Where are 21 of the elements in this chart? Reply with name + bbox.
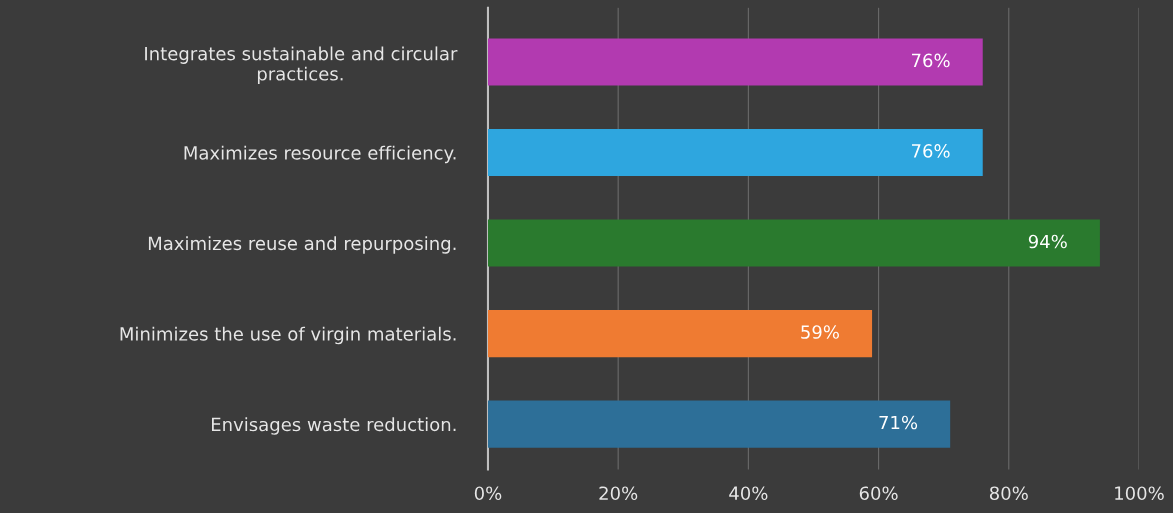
bar	[487, 310, 873, 358]
bar	[487, 38, 983, 86]
x-tick-label: 80%	[989, 486, 1028, 501]
data-label: 76%	[912, 144, 950, 158]
x-tick-label: 20%	[599, 486, 638, 501]
x-tick-label: 0%	[474, 486, 502, 501]
bar	[487, 219, 1100, 267]
x-tick-label: 100%	[1115, 486, 1164, 501]
data-label: 76%	[912, 53, 950, 68]
bar	[487, 400, 951, 448]
y-tick-label: Maximizes resource efficiency.	[184, 145, 456, 164]
data-label: 94%	[1028, 234, 1067, 249]
y-tick-label: Integrates sustainable and circular practices.	[145, 46, 458, 85]
y-tick-label: Minimizes the use of virgin materials.	[120, 326, 456, 345]
y-tick-label: Maximizes reuse and repurposing.	[148, 236, 456, 254]
data-label: 59%	[801, 325, 839, 339]
data-label: 71%	[879, 415, 918, 430]
x-tick-label: 60%	[859, 486, 898, 501]
x-tick-label: 40%	[729, 486, 768, 501]
y-tick-label: Envisages waste reduction.	[212, 417, 456, 435]
bar	[487, 129, 983, 177]
